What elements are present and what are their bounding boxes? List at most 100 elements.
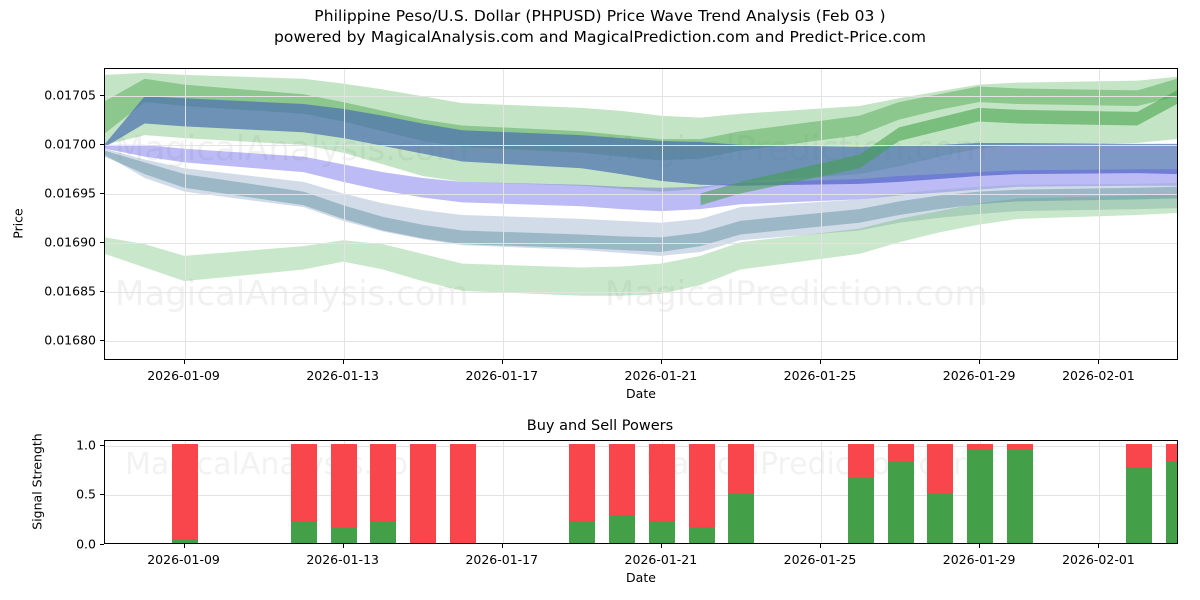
power-bar[interactable] [887, 443, 914, 543]
buy-power-segment [847, 476, 874, 543]
powers-y-tick: 0.5 [76, 486, 96, 502]
powers-y-tick: 0.0 [76, 536, 96, 552]
sell-power-segment [887, 443, 914, 461]
buy-power-segment [927, 493, 954, 543]
price-y-tick: 0.01680 [44, 332, 96, 348]
powers-gridline-v [502, 441, 504, 543]
price-x-tick-mark [342, 360, 344, 364]
powers-y-tick-mark [100, 544, 104, 545]
sell-power-segment [450, 443, 476, 543]
price-x-tick: 2026-01-21 [624, 368, 698, 383]
buy-power-segment [688, 527, 715, 543]
power-bar[interactable] [1126, 443, 1153, 543]
price-gridline-h [105, 145, 1177, 147]
price-gridline-v [343, 69, 345, 359]
price-band-5 [105, 193, 1177, 296]
price-gridline-h [105, 96, 1177, 98]
title-line-2: powered by MagicalAnalysis.com and Magic… [273, 28, 927, 46]
sell-power-segment [1126, 443, 1153, 468]
price-x-tick: 2026-01-09 [147, 368, 220, 383]
power-bar[interactable] [1006, 443, 1033, 543]
powers-title: Buy and Sell Powers [526, 418, 674, 434]
powers-x-tick: 2026-01-29 [942, 552, 1016, 567]
power-bar[interactable] [609, 443, 636, 543]
powers-y-tick-mark [100, 444, 104, 446]
power-bar[interactable] [648, 443, 675, 543]
sell-power-segment [1166, 443, 1177, 462]
power-bar[interactable] [330, 443, 357, 543]
price-y-tick-mark [100, 291, 104, 293]
power-bar[interactable] [688, 443, 715, 543]
price-y-tick-mark [100, 144, 104, 146]
sell-power-segment [648, 443, 675, 522]
powers-gridline-h [105, 445, 1177, 447]
powers-x-tick: 2026-01-21 [624, 552, 698, 567]
sell-power-segment [927, 443, 954, 494]
power-bar[interactable] [450, 443, 476, 543]
powers-gridline-h [105, 495, 1177, 497]
price-x-tick-mark [183, 360, 185, 364]
price-y-tick: 0.01685 [44, 283, 96, 299]
price-band-6 [105, 150, 1177, 252]
price-chart-panel: Price 0.01680 0.01685 0.01690 0.01695 0.0170… [0, 56, 1200, 406]
price-y-tick-mark [100, 95, 104, 97]
powers-y-tick-mark [100, 494, 104, 496]
buy-power-segment [330, 528, 357, 543]
powers-y-tick: 1.0 [76, 437, 96, 453]
buy-power-segment [171, 540, 198, 543]
powers-x-tick-mark [342, 544, 344, 548]
price-plot-area: MagicalAnalysis.com MagicalPrediction.co… [104, 68, 1178, 360]
sell-power-segment [330, 443, 357, 529]
power-bar[interactable] [927, 443, 954, 543]
price-gridline-v [821, 69, 822, 359]
powers-x-tick: 2026-01-25 [783, 552, 857, 567]
power-bar[interactable] [728, 443, 755, 543]
price-gridline-h [105, 243, 1177, 245]
price-x-tick: 2026-01-29 [942, 368, 1016, 383]
power-bar[interactable] [290, 443, 317, 543]
power-bar[interactable] [370, 443, 397, 543]
price-band-7 [700, 90, 1177, 206]
price-y-tick: 0.01695 [44, 185, 96, 201]
powers-gridline-v [1099, 441, 1101, 543]
price-gridline-v [661, 69, 663, 359]
power-bar[interactable] [967, 443, 994, 543]
power-bar[interactable] [569, 443, 596, 543]
price-y-tick-mark [100, 193, 104, 195]
price-gridline-v [184, 69, 186, 359]
price-x-tick: 2026-01-25 [783, 368, 857, 383]
sell-power-segment [370, 443, 397, 522]
price-x-tick-mark [660, 360, 662, 364]
buy-power-segment [648, 521, 675, 543]
buy-power-segment [370, 521, 397, 543]
powers-x-tick: 2026-01-13 [306, 552, 379, 567]
sell-power-segment [847, 443, 874, 477]
power-bar[interactable] [171, 443, 198, 543]
price-gridline-h [105, 292, 1177, 294]
powers-x-tick-mark [660, 544, 662, 548]
price-x-tick: 2026-02-01 [1062, 368, 1135, 383]
price-y-tick-mark [100, 340, 104, 342]
price-band-2 [105, 96, 1177, 186]
sell-power-segment [569, 443, 596, 522]
powers-x-tick-mark [1098, 544, 1100, 548]
power-bar[interactable] [410, 443, 437, 543]
price-gridline-h [105, 341, 1177, 343]
price-x-tick-mark [501, 360, 503, 364]
sell-power-segment [171, 443, 198, 541]
powers-gridline-v [821, 441, 822, 543]
price-x-tick-mark [1098, 360, 1100, 364]
powers-x-axis-label: Date [626, 570, 656, 585]
buy-power-segment [569, 521, 596, 543]
powers-x-tick-mark [183, 544, 185, 548]
power-bar[interactable] [847, 443, 874, 543]
buy-power-segment [887, 460, 914, 543]
buy-power-segment [290, 521, 317, 543]
price-x-tick: 2026-01-17 [465, 368, 539, 383]
sell-power-segment [1006, 443, 1033, 450]
powers-plot-area: MagicalAnalysis.com MagicalPrediction.co… [104, 440, 1178, 544]
buy-power-segment [967, 448, 994, 543]
price-gridline-v [980, 69, 982, 359]
power-bar[interactable] [1166, 443, 1177, 543]
